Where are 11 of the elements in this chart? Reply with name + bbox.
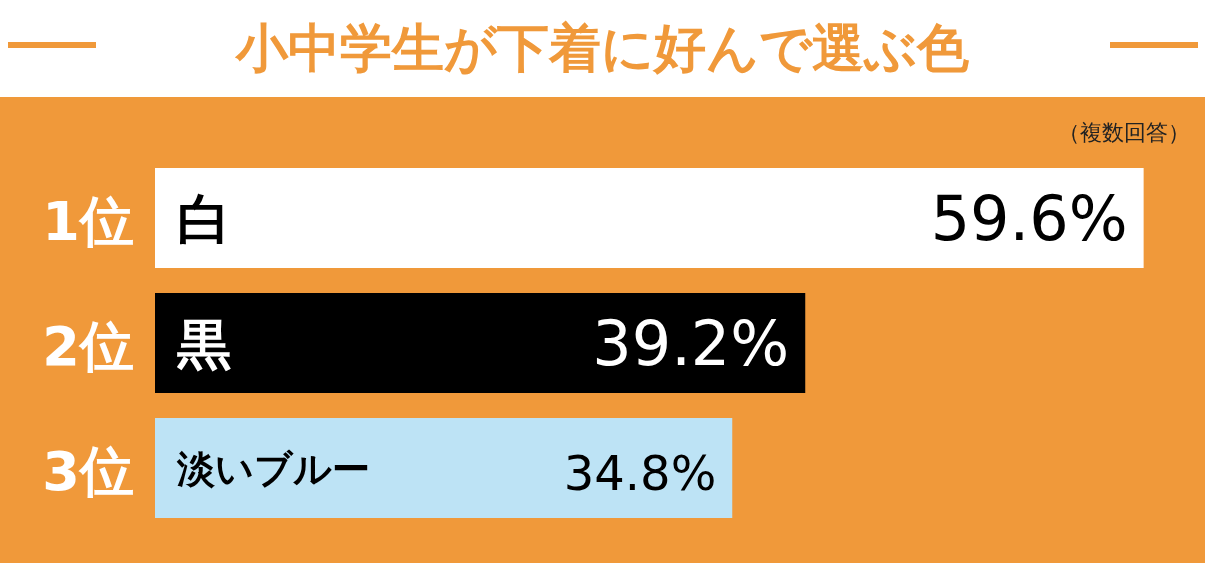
text: 3位 [42, 440, 134, 503]
text: 1位 [42, 190, 134, 253]
data-label: 34.8% [563, 445, 717, 501]
text: 2位 [42, 315, 134, 378]
data-label: 39.2% [592, 307, 790, 380]
text: （複数回答） [1058, 120, 1190, 145]
y-tick-label: 白 [177, 188, 231, 251]
data-label: 59.6% [930, 182, 1128, 255]
y-tick-label: 淡いブルー [176, 447, 370, 491]
y-tick-label: 黒 [176, 313, 231, 376]
chart-title: 小中学生が下着に好んで選ぶ色 [233, 18, 969, 78]
